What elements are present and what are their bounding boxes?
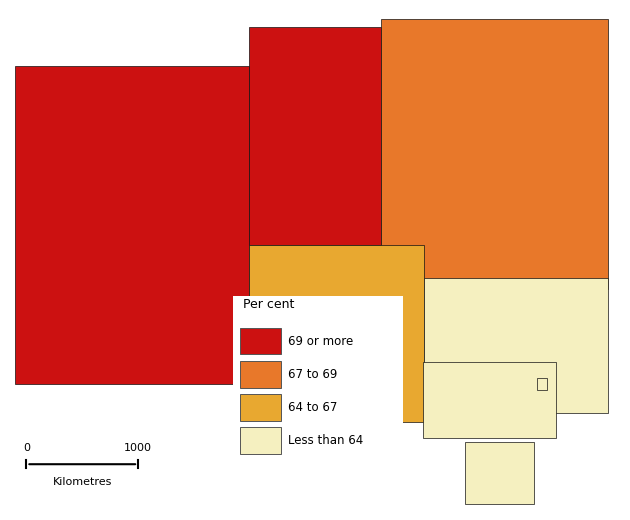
- Bar: [14, 66, 249, 384]
- Text: Less than 64: Less than 64: [288, 434, 364, 447]
- Bar: [423, 362, 556, 438]
- Text: 69 or more: 69 or more: [288, 335, 353, 348]
- Text: Kilometres: Kilometres: [52, 477, 112, 487]
- Bar: [425, 278, 608, 413]
- Text: 1000: 1000: [124, 443, 152, 453]
- Bar: [240, 394, 280, 421]
- Text: 67 to 69: 67 to 69: [288, 368, 338, 381]
- Bar: [537, 378, 547, 390]
- Bar: [249, 27, 381, 245]
- Bar: [381, 19, 608, 289]
- Bar: [240, 361, 280, 387]
- Bar: [240, 427, 280, 454]
- Text: 0: 0: [23, 443, 30, 453]
- Bar: [465, 443, 534, 503]
- Text: 64 to 67: 64 to 67: [288, 401, 338, 414]
- Bar: [240, 328, 280, 355]
- Text: Per cent: Per cent: [243, 298, 294, 311]
- FancyBboxPatch shape: [234, 296, 403, 459]
- Bar: [249, 245, 425, 422]
